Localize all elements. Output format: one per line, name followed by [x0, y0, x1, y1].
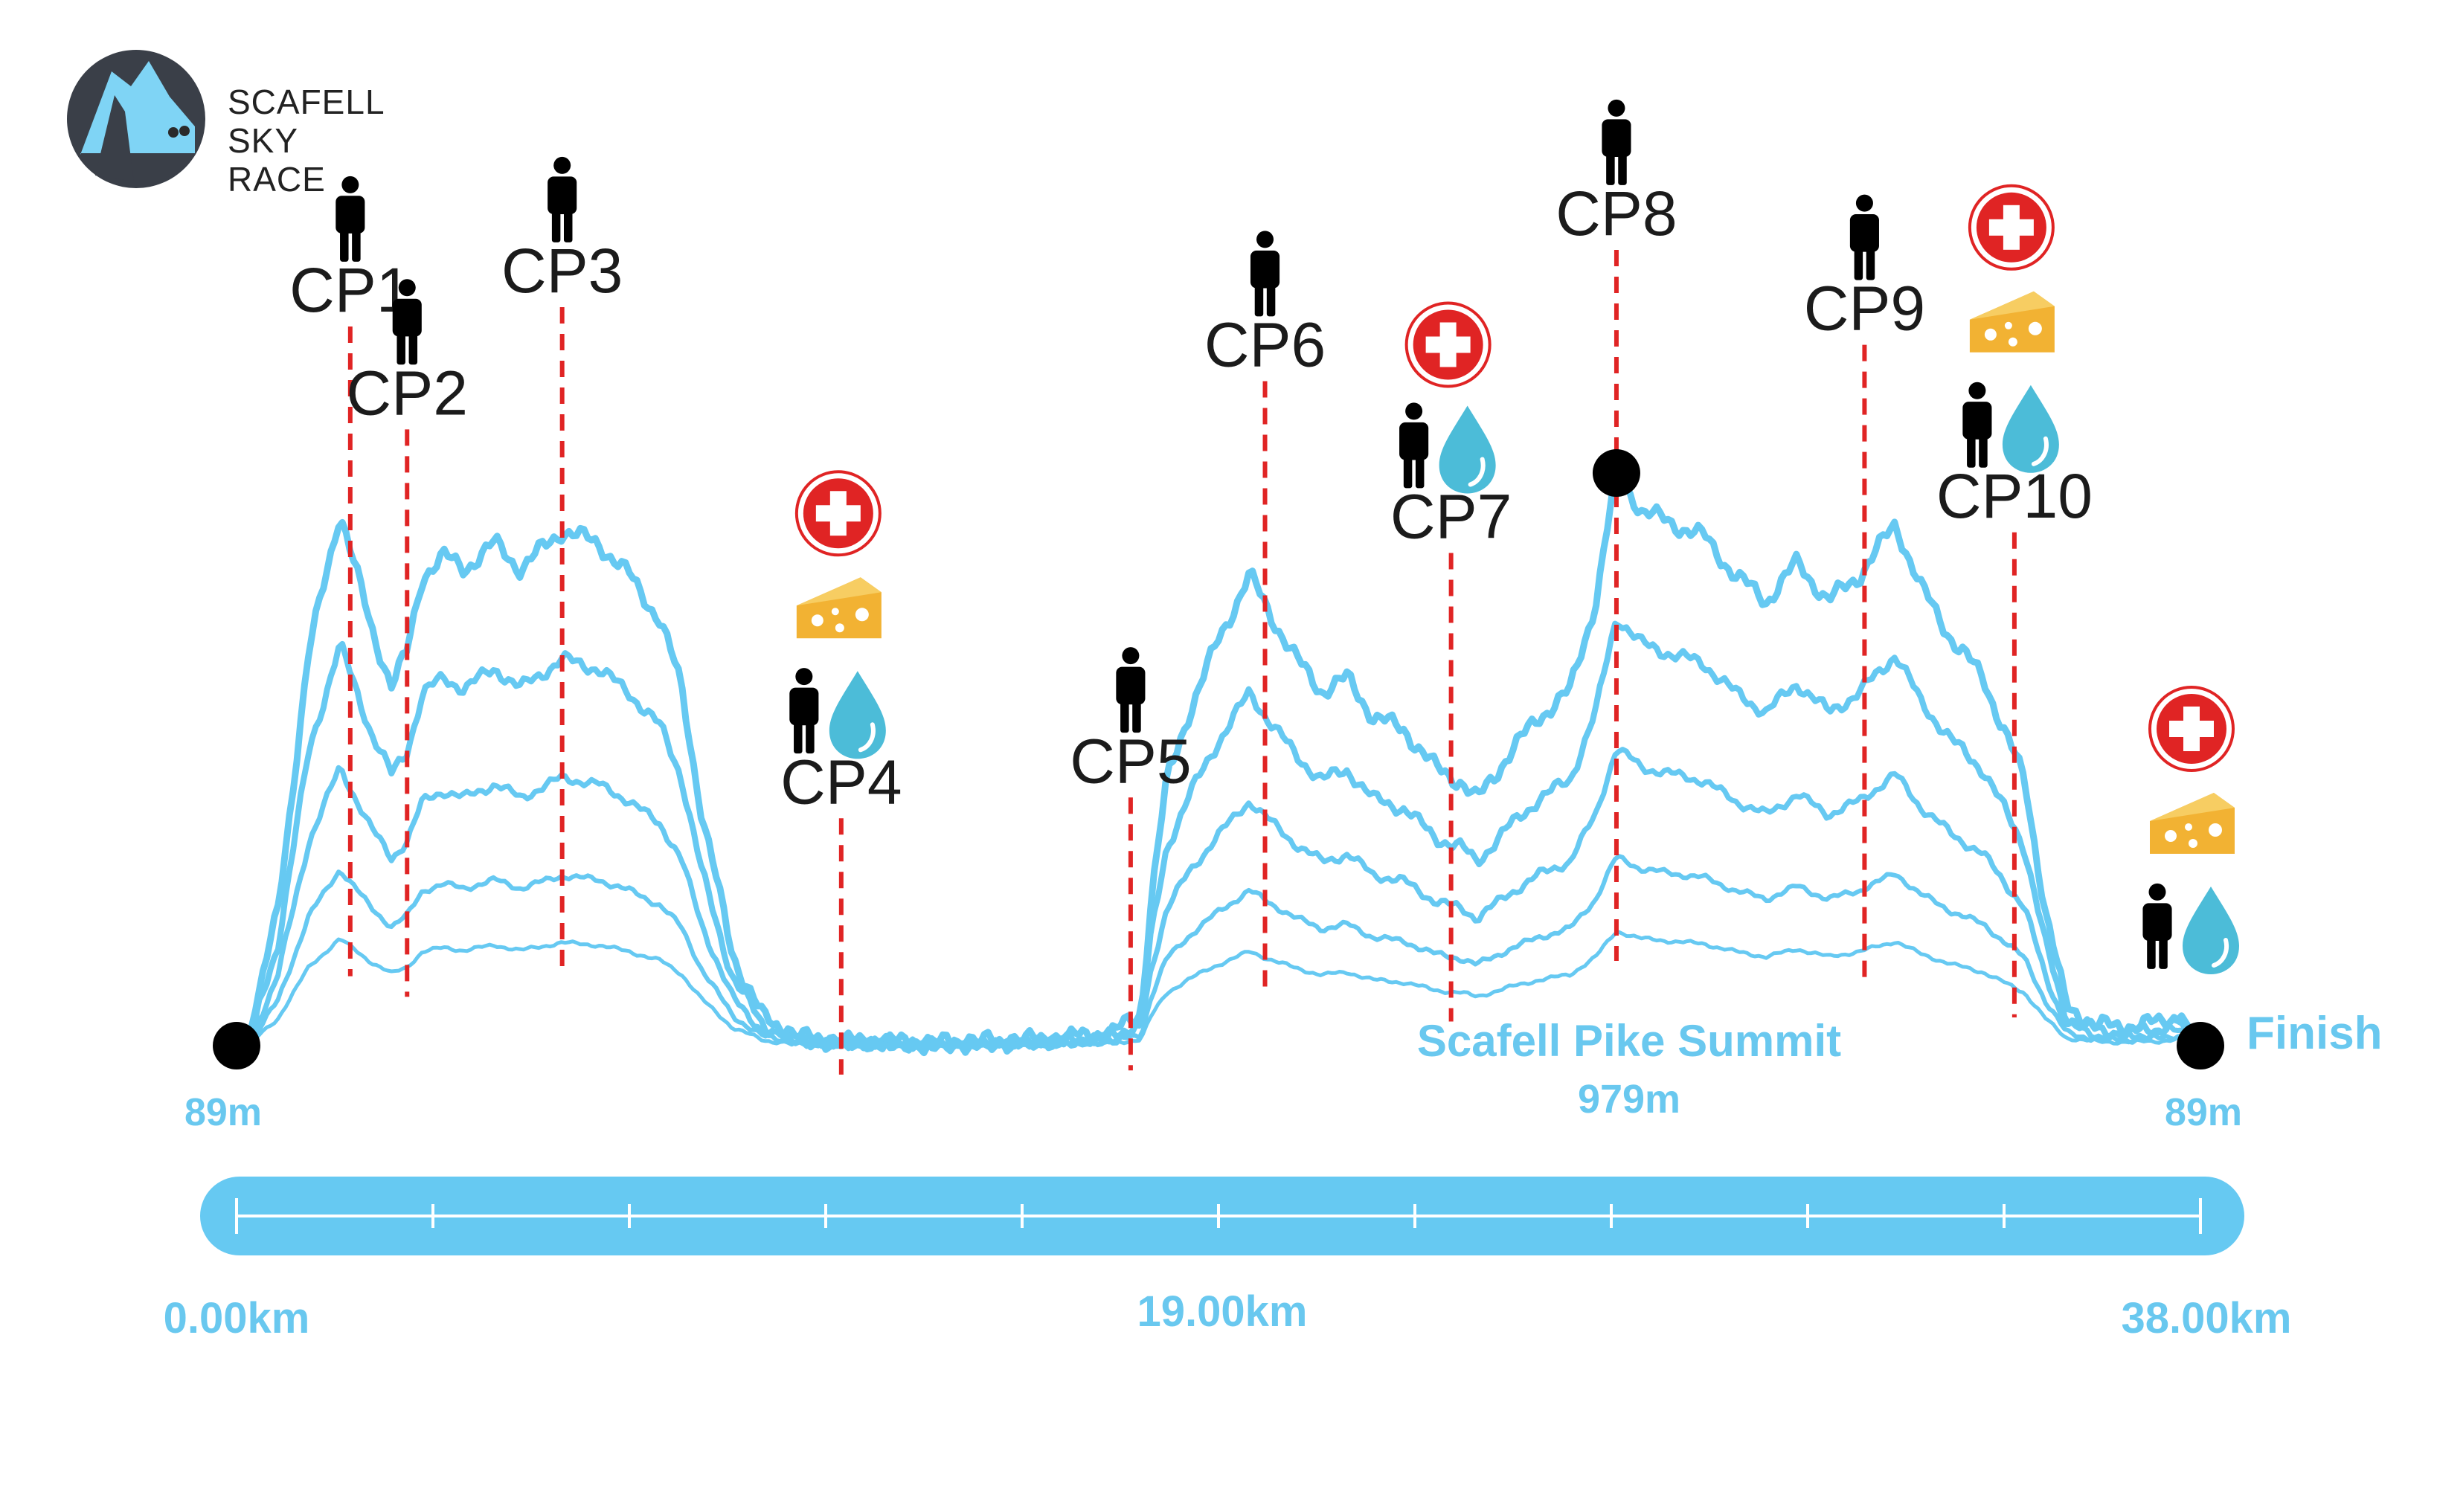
water-drop-icon: [2183, 887, 2239, 974]
person-icon: [1399, 402, 1429, 489]
elevation-profile: [233, 468, 2204, 1057]
checkpoint-cp10: CP10: [1936, 184, 2093, 1017]
person-icon: [2142, 883, 2172, 969]
checkpoint-label: CP1: [289, 255, 411, 325]
checkpoint-cp2: CP2: [347, 279, 468, 997]
summit-marker: [1592, 449, 1640, 497]
summit-name-label: Scafell Pike Summit: [1417, 1016, 1841, 1066]
person-icon: [548, 156, 577, 242]
checkpoint-label: CP5: [1070, 726, 1191, 796]
person-icon: [1602, 99, 1631, 185]
logo-line-2: SKY: [228, 121, 298, 160]
first-aid-icon: [2148, 686, 2235, 772]
markers: [213, 449, 2224, 1069]
km-start-label: 0.00km: [164, 1294, 310, 1342]
checkpoint-cp5: CP5: [1070, 647, 1192, 1071]
profile-line-3: [234, 747, 2203, 1052]
checkpoint-label: CP8: [1555, 178, 1677, 248]
start-elevation-label: 89m: [184, 1091, 262, 1134]
cheese-icon: [1969, 291, 2055, 353]
checkpoint-label: CP9: [1804, 274, 1925, 344]
person-icon: [1250, 231, 1280, 317]
finish-services: [2142, 686, 2239, 974]
first-aid-icon: [1968, 184, 2055, 271]
water-drop-icon: [1439, 405, 1496, 493]
distance-bar-ticks: [235, 1198, 2202, 1234]
mountain-runner-icon: [67, 50, 205, 188]
person-icon: [1116, 647, 1146, 733]
distance-bar: [200, 1177, 2244, 1255]
checkpoint-label: CP4: [780, 747, 902, 817]
person-icon: [335, 176, 365, 262]
first-aid-icon: [794, 470, 882, 557]
km-mid-label: 19.00km: [1137, 1287, 1308, 1336]
checkpoint-cp1: CP1: [289, 176, 411, 977]
checkpoint-label: CP2: [347, 358, 468, 428]
profile-line-2: [234, 620, 2203, 1055]
finish-elevation-label: 89m: [2165, 1091, 2242, 1134]
checkpoint-label: CP6: [1204, 309, 1326, 379]
logo-line-3: RACE: [228, 160, 326, 199]
checkpoint-cp3: CP3: [501, 156, 623, 973]
first-aid-icon: [1404, 301, 1492, 388]
start-marker: [213, 1022, 260, 1069]
cheese-icon: [796, 577, 882, 639]
scafell-sky-race-logo: SCAFELL SKY RACE: [67, 50, 385, 199]
cheese-icon: [2150, 793, 2235, 854]
finish-marker: [2177, 1022, 2224, 1069]
checkpoint-cp9: CP9: [1804, 194, 1925, 980]
checkpoint-label: CP7: [1390, 481, 1512, 551]
checkpoint-label: CP3: [501, 236, 623, 306]
profile-line-5: [234, 930, 2203, 1049]
logo-line-1: SCAFELL: [228, 83, 385, 121]
profile-line-4: [234, 854, 2203, 1050]
summit-elevation-label: 979m: [1578, 1077, 1680, 1122]
person-icon: [789, 668, 819, 754]
checkpoint-cp8: CP8: [1555, 99, 1677, 961]
water-drop-icon: [2003, 385, 2059, 473]
checkpoint-cp4: CP4: [780, 470, 902, 1075]
checkpoint-cp7: CP7: [1390, 301, 1512, 1022]
checkpoints: CP1 CP2 CP3 CP4 CP5 CP6 CP7 CP8 CP9 CP10: [289, 99, 2093, 1075]
person-icon: [1962, 382, 1992, 468]
checkpoint-label: CP10: [1936, 461, 2093, 531]
finish-label: Finish: [2247, 1008, 2383, 1059]
water-drop-icon: [829, 671, 886, 759]
checkpoint-cp6: CP6: [1204, 231, 1326, 988]
person-icon: [1849, 194, 1879, 280]
km-end-label: 38.00km: [2122, 1294, 2292, 1342]
